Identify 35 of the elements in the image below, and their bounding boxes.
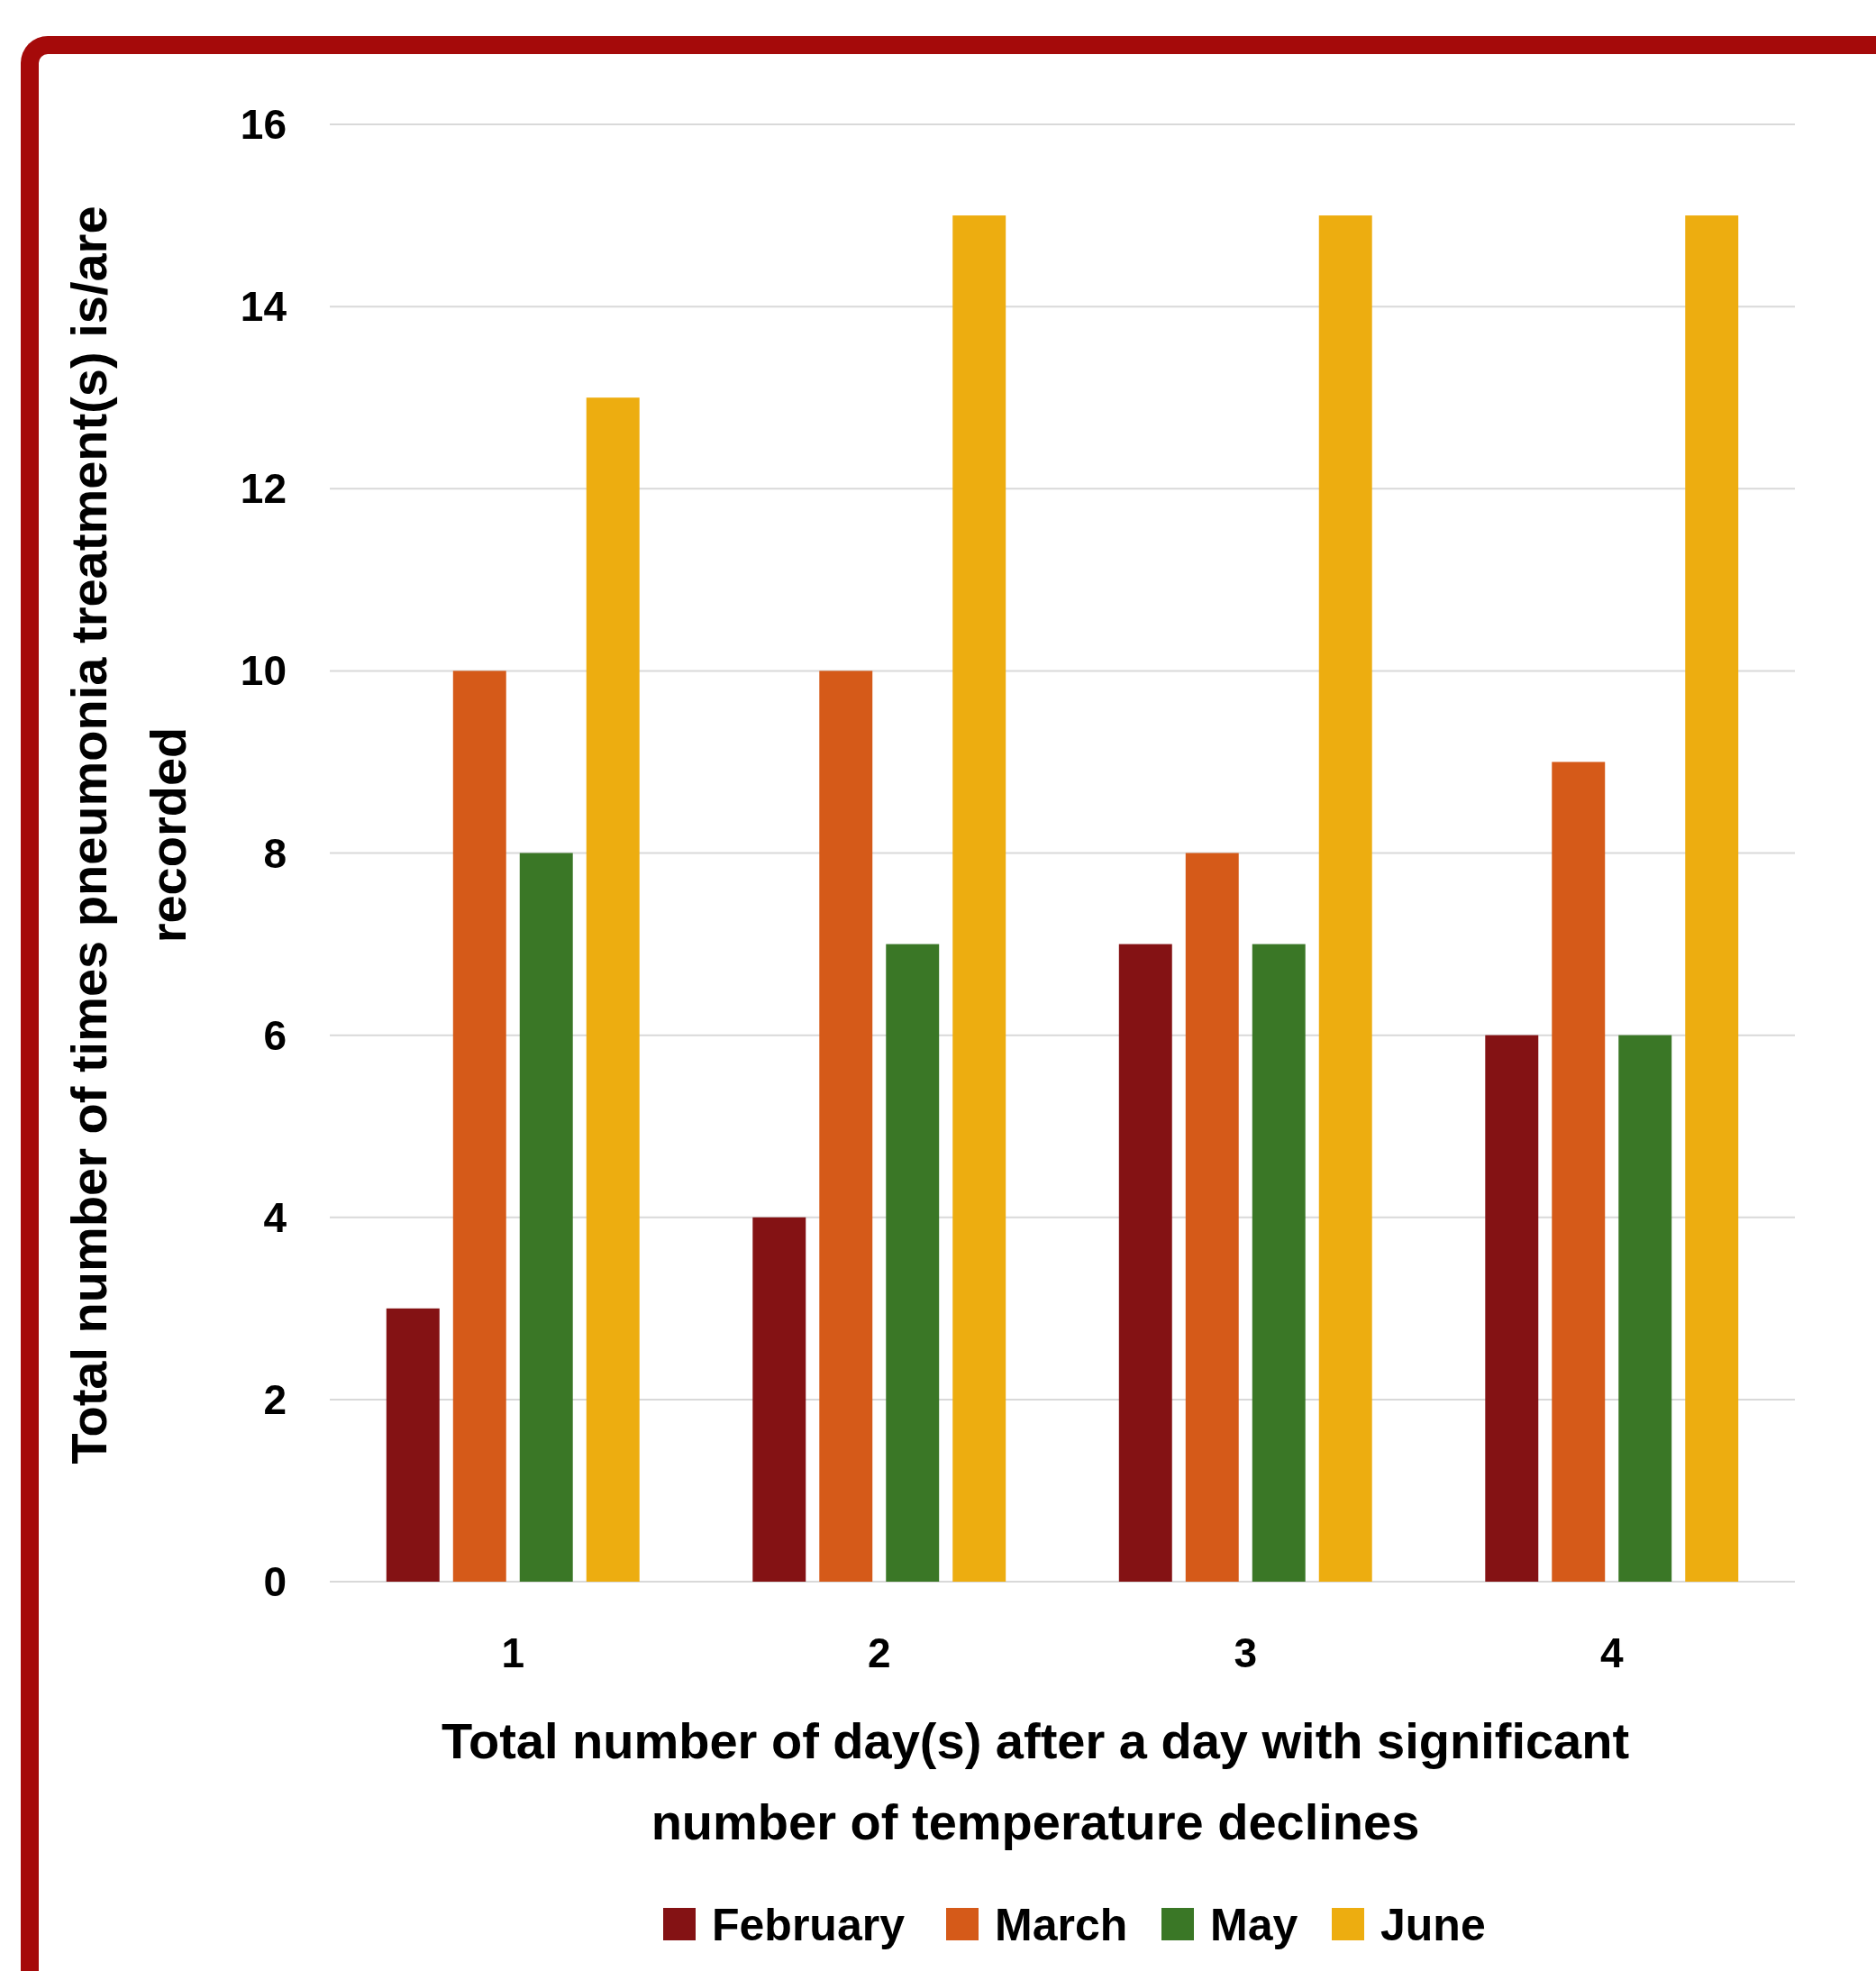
legend-label: March: [995, 1899, 1128, 1950]
legend-label: February: [712, 1899, 906, 1950]
y-tick-label: 8: [263, 829, 287, 877]
y-tick-label: 4: [263, 1193, 287, 1241]
bar: [886, 944, 940, 1582]
y-tick-label: 0: [263, 1558, 287, 1606]
bar: [452, 671, 506, 1582]
bar: [1485, 1035, 1539, 1582]
x-axis-title: Total number of day(s) after a day with significant number of temperature declines: [441, 1712, 1630, 1850]
bar: [1685, 215, 1739, 1582]
legend-label: June: [1380, 1899, 1486, 1950]
bar: [819, 671, 873, 1582]
y-tick-label: 10: [240, 647, 287, 695]
bar: [1552, 762, 1606, 1582]
x-tick-label: 2: [867, 1629, 891, 1676]
y-tick-label: 6: [263, 1011, 287, 1059]
bar: [1252, 944, 1306, 1582]
bar: [952, 215, 1006, 1582]
x-tick-label: 1: [501, 1629, 525, 1676]
x-tick-label: 3: [1234, 1629, 1258, 1676]
y-tick-label: 2: [263, 1375, 287, 1423]
bar: [586, 397, 640, 1582]
bar: [519, 853, 573, 1582]
y-tick-label: 14: [240, 283, 287, 331]
x-tick-label: 4: [1599, 1629, 1624, 1676]
bar: [752, 1217, 806, 1582]
y-tick-label: 12: [240, 465, 287, 513]
bar: [1118, 944, 1172, 1582]
bar: [386, 1308, 440, 1582]
y-tick-label: 16: [240, 101, 287, 149]
bar: [1318, 215, 1372, 1582]
bar: [1185, 853, 1239, 1582]
bar: [1618, 1035, 1672, 1582]
y-axis-title: Total number of times pneumonia treatment(s) is/are recorded: [60, 205, 196, 1465]
legend-label: May: [1210, 1899, 1298, 1950]
